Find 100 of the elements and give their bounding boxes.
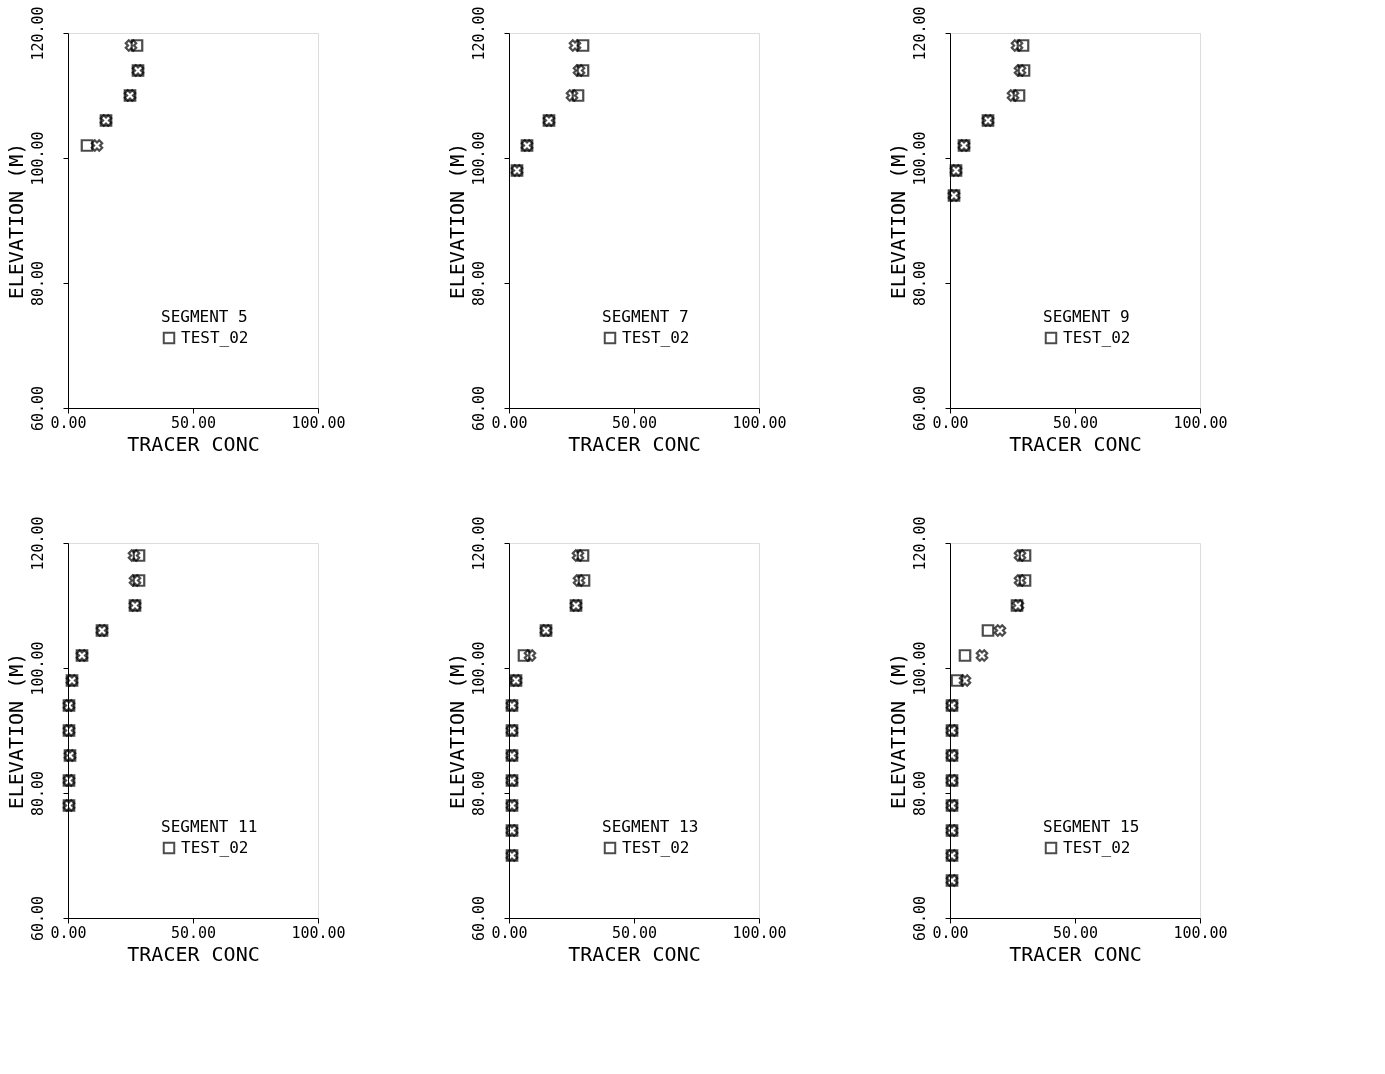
- y-tick-label: 100.00: [910, 131, 929, 186]
- point: [981, 624, 995, 637]
- y-axis-title: ELEVATION (M): [3, 652, 28, 810]
- y-tick-label: 80.00: [910, 260, 929, 307]
- point: [132, 549, 146, 562]
- point: [1012, 89, 1026, 102]
- y-tick-label: 100.00: [28, 641, 47, 696]
- x-tick-label: 0.00: [50, 413, 87, 432]
- x-tick-label: 50.00: [170, 923, 217, 942]
- y-tick-label: 120.00: [28, 516, 47, 571]
- point: [993, 624, 1007, 637]
- y-tick-label: 60.00: [28, 385, 47, 432]
- y-tick-label: 120.00: [469, 516, 488, 571]
- point: [975, 649, 989, 662]
- legend-title: SEGMENT 13: [602, 817, 699, 836]
- x-tick-label: 50.00: [1052, 923, 1099, 942]
- point: [572, 574, 586, 587]
- point: [576, 64, 590, 77]
- point: [80, 139, 94, 152]
- point: [576, 549, 590, 562]
- x-tick-label: 0.00: [932, 413, 969, 432]
- y-tick-label: 100.00: [910, 641, 929, 696]
- legend-label: TEST_02: [622, 838, 690, 857]
- point: [576, 39, 590, 52]
- y-tick-label: 80.00: [28, 770, 47, 817]
- point: [132, 574, 146, 587]
- y-tick-label: 60.00: [469, 385, 488, 432]
- x-tick-label: 0.00: [491, 413, 528, 432]
- y-tick-label: 80.00: [910, 770, 929, 817]
- y-axis-title: ELEVATION (M): [885, 142, 910, 300]
- legend-label: TEST_02: [1063, 328, 1131, 347]
- x-axis-title: TRACER CONC: [1009, 431, 1142, 456]
- point: [565, 89, 579, 102]
- y-tick-label: 60.00: [469, 895, 488, 942]
- y-tick-label: 120.00: [28, 6, 47, 61]
- y-axis-title: ELEVATION (M): [885, 652, 910, 810]
- legend-title: SEGMENT 15: [1043, 817, 1140, 836]
- legend-label: TEST_02: [1063, 838, 1131, 857]
- point: [1006, 89, 1020, 102]
- legend-label: TEST_02: [181, 328, 249, 347]
- x-axis-title: TRACER CONC: [127, 941, 260, 966]
- x-axis-title: TRACER CONC: [127, 431, 260, 456]
- x-tick-label: 100.00: [291, 413, 346, 432]
- x-axis-title: TRACER CONC: [1009, 941, 1142, 966]
- point: [127, 549, 141, 562]
- point: [572, 64, 586, 77]
- point: [571, 549, 585, 562]
- y-tick-label: 120.00: [910, 6, 929, 61]
- y-tick-label: 120.00: [910, 516, 929, 571]
- point: [90, 139, 104, 152]
- x-axis-title: TRACER CONC: [568, 941, 701, 966]
- x-tick-label: 100.00: [1173, 923, 1228, 942]
- x-tick-label: 0.00: [932, 923, 969, 942]
- y-tick-label: 60.00: [910, 895, 929, 942]
- point: [1016, 39, 1030, 52]
- y-tick-label: 60.00: [910, 385, 929, 432]
- x-tick-label: 50.00: [611, 923, 658, 942]
- y-axis-title: ELEVATION (M): [3, 142, 28, 300]
- point: [1010, 39, 1024, 52]
- point: [568, 39, 582, 52]
- y-tick-label: 80.00: [469, 260, 488, 307]
- x-tick-label: 100.00: [1173, 413, 1228, 432]
- x-tick-label: 50.00: [611, 413, 658, 432]
- x-tick-label: 100.00: [291, 923, 346, 942]
- y-tick-label: 80.00: [28, 260, 47, 307]
- legend-label: TEST_02: [181, 838, 249, 857]
- point: [571, 89, 585, 102]
- point: [124, 39, 138, 52]
- x-tick-label: 100.00: [732, 923, 787, 942]
- point: [128, 574, 142, 587]
- point: [958, 649, 972, 662]
- legend-label: TEST_02: [622, 328, 690, 347]
- y-tick-label: 80.00: [469, 770, 488, 817]
- point: [523, 649, 537, 662]
- x-tick-label: 0.00: [50, 923, 87, 942]
- point: [1018, 549, 1032, 562]
- y-tick-label: 100.00: [469, 641, 488, 696]
- point: [577, 574, 591, 587]
- y-axis-title: ELEVATION (M): [444, 652, 469, 810]
- point: [1017, 64, 1031, 77]
- point: [1013, 64, 1027, 77]
- point: [950, 674, 964, 687]
- y-tick-label: 120.00: [469, 6, 488, 61]
- x-tick-label: 100.00: [732, 413, 787, 432]
- legend-title: SEGMENT 9: [1043, 307, 1130, 326]
- y-axis-title: ELEVATION (M): [444, 142, 469, 300]
- y-tick-label: 100.00: [28, 131, 47, 186]
- x-tick-label: 50.00: [170, 413, 217, 432]
- point: [130, 39, 144, 52]
- point: [517, 649, 531, 662]
- legend-title: SEGMENT 11: [161, 817, 258, 836]
- x-axis-title: TRACER CONC: [568, 431, 701, 456]
- y-tick-label: 100.00: [469, 131, 488, 186]
- x-tick-label: 50.00: [1052, 413, 1099, 432]
- point: [1018, 574, 1032, 587]
- point: [1013, 549, 1027, 562]
- point: [1013, 574, 1027, 587]
- legend-title: SEGMENT 7: [602, 307, 689, 326]
- y-tick-label: 60.00: [28, 895, 47, 942]
- legend-title: SEGMENT 5: [161, 307, 248, 326]
